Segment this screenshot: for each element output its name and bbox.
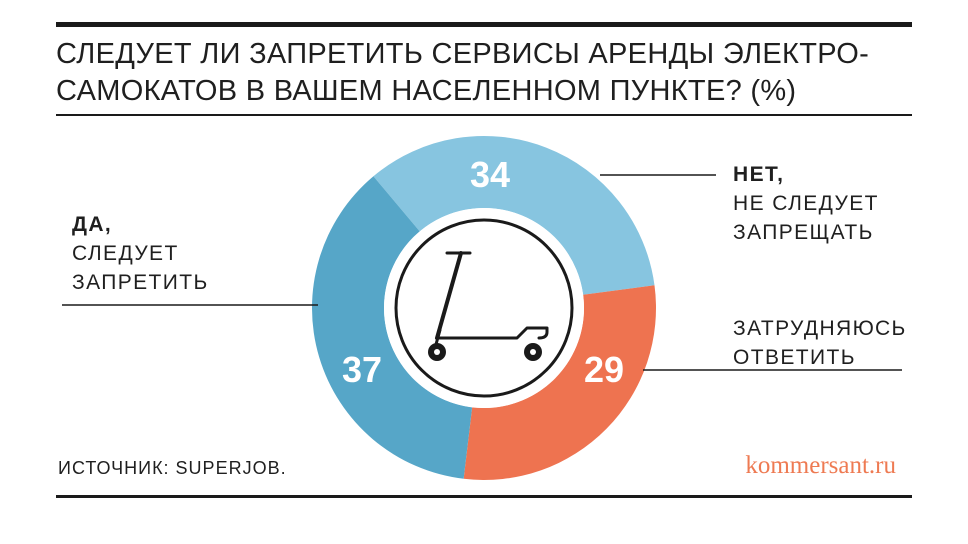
chart-title: СЛЕДУЕТ ЛИ ЗАПРЕТИТЬ СЕРВИСЫ АРЕНДЫ ЭЛЕК… xyxy=(56,36,896,110)
label-no: НЕТ, НЕ СЛЕДУЕТ ЗАПРЕЩАТЬ xyxy=(733,160,879,247)
slice-value-labels: 34 29 37 xyxy=(342,154,624,390)
donut-slices xyxy=(312,136,656,480)
slice-value-yes: 37 xyxy=(342,349,382,390)
bottom-rule xyxy=(56,495,912,498)
label-hard-line-1: ЗАТРУДНЯЮСЬ xyxy=(733,317,907,340)
label-no-line-1: НЕ СЛЕДУЕТ xyxy=(733,192,879,215)
donut-slice-no xyxy=(373,136,655,295)
label-no-title: НЕТ, xyxy=(733,163,785,186)
top-rule xyxy=(56,22,912,27)
slice-value-no: 34 xyxy=(470,154,510,195)
label-hard-to-answer: ЗАТРУДНЯЮСЬ ОТВЕТИТЬ xyxy=(733,314,907,372)
donut-slice-hard xyxy=(463,285,656,480)
donut-hole xyxy=(384,208,584,408)
source-note: ИСТОЧНИК: SUPERJOB. xyxy=(58,458,287,478)
label-yes: ДА, СЛЕДУЕТ ЗАПРЕТИТЬ xyxy=(72,210,209,297)
chart-title-line-2: САМОКАТОВ В ВАШЕМ НАСЕЛЕННОМ ПУНКТЕ? (%) xyxy=(56,75,797,107)
brand-logo: kommersant.ru xyxy=(745,452,896,479)
slice-value-hard: 29 xyxy=(584,349,624,390)
label-no-line-2: ЗАПРЕЩАТЬ xyxy=(733,221,874,244)
label-yes-line-2: ЗАПРЕТИТЬ xyxy=(72,271,209,294)
chart-title-line-1: СЛЕДУЕТ ЛИ ЗАПРЕТИТЬ СЕРВИСЫ АРЕНДЫ ЭЛЕК… xyxy=(56,38,870,70)
label-hard-line-2: ОТВЕТИТЬ xyxy=(733,346,856,369)
center-ring xyxy=(394,218,574,398)
scooter-icon xyxy=(428,251,549,361)
donut-slice-yes xyxy=(312,176,473,479)
leader-lines xyxy=(62,174,902,371)
label-yes-title: ДА, xyxy=(72,213,113,236)
label-yes-line-1: СЛЕДУЕТ xyxy=(72,242,179,265)
title-rule xyxy=(56,114,912,116)
